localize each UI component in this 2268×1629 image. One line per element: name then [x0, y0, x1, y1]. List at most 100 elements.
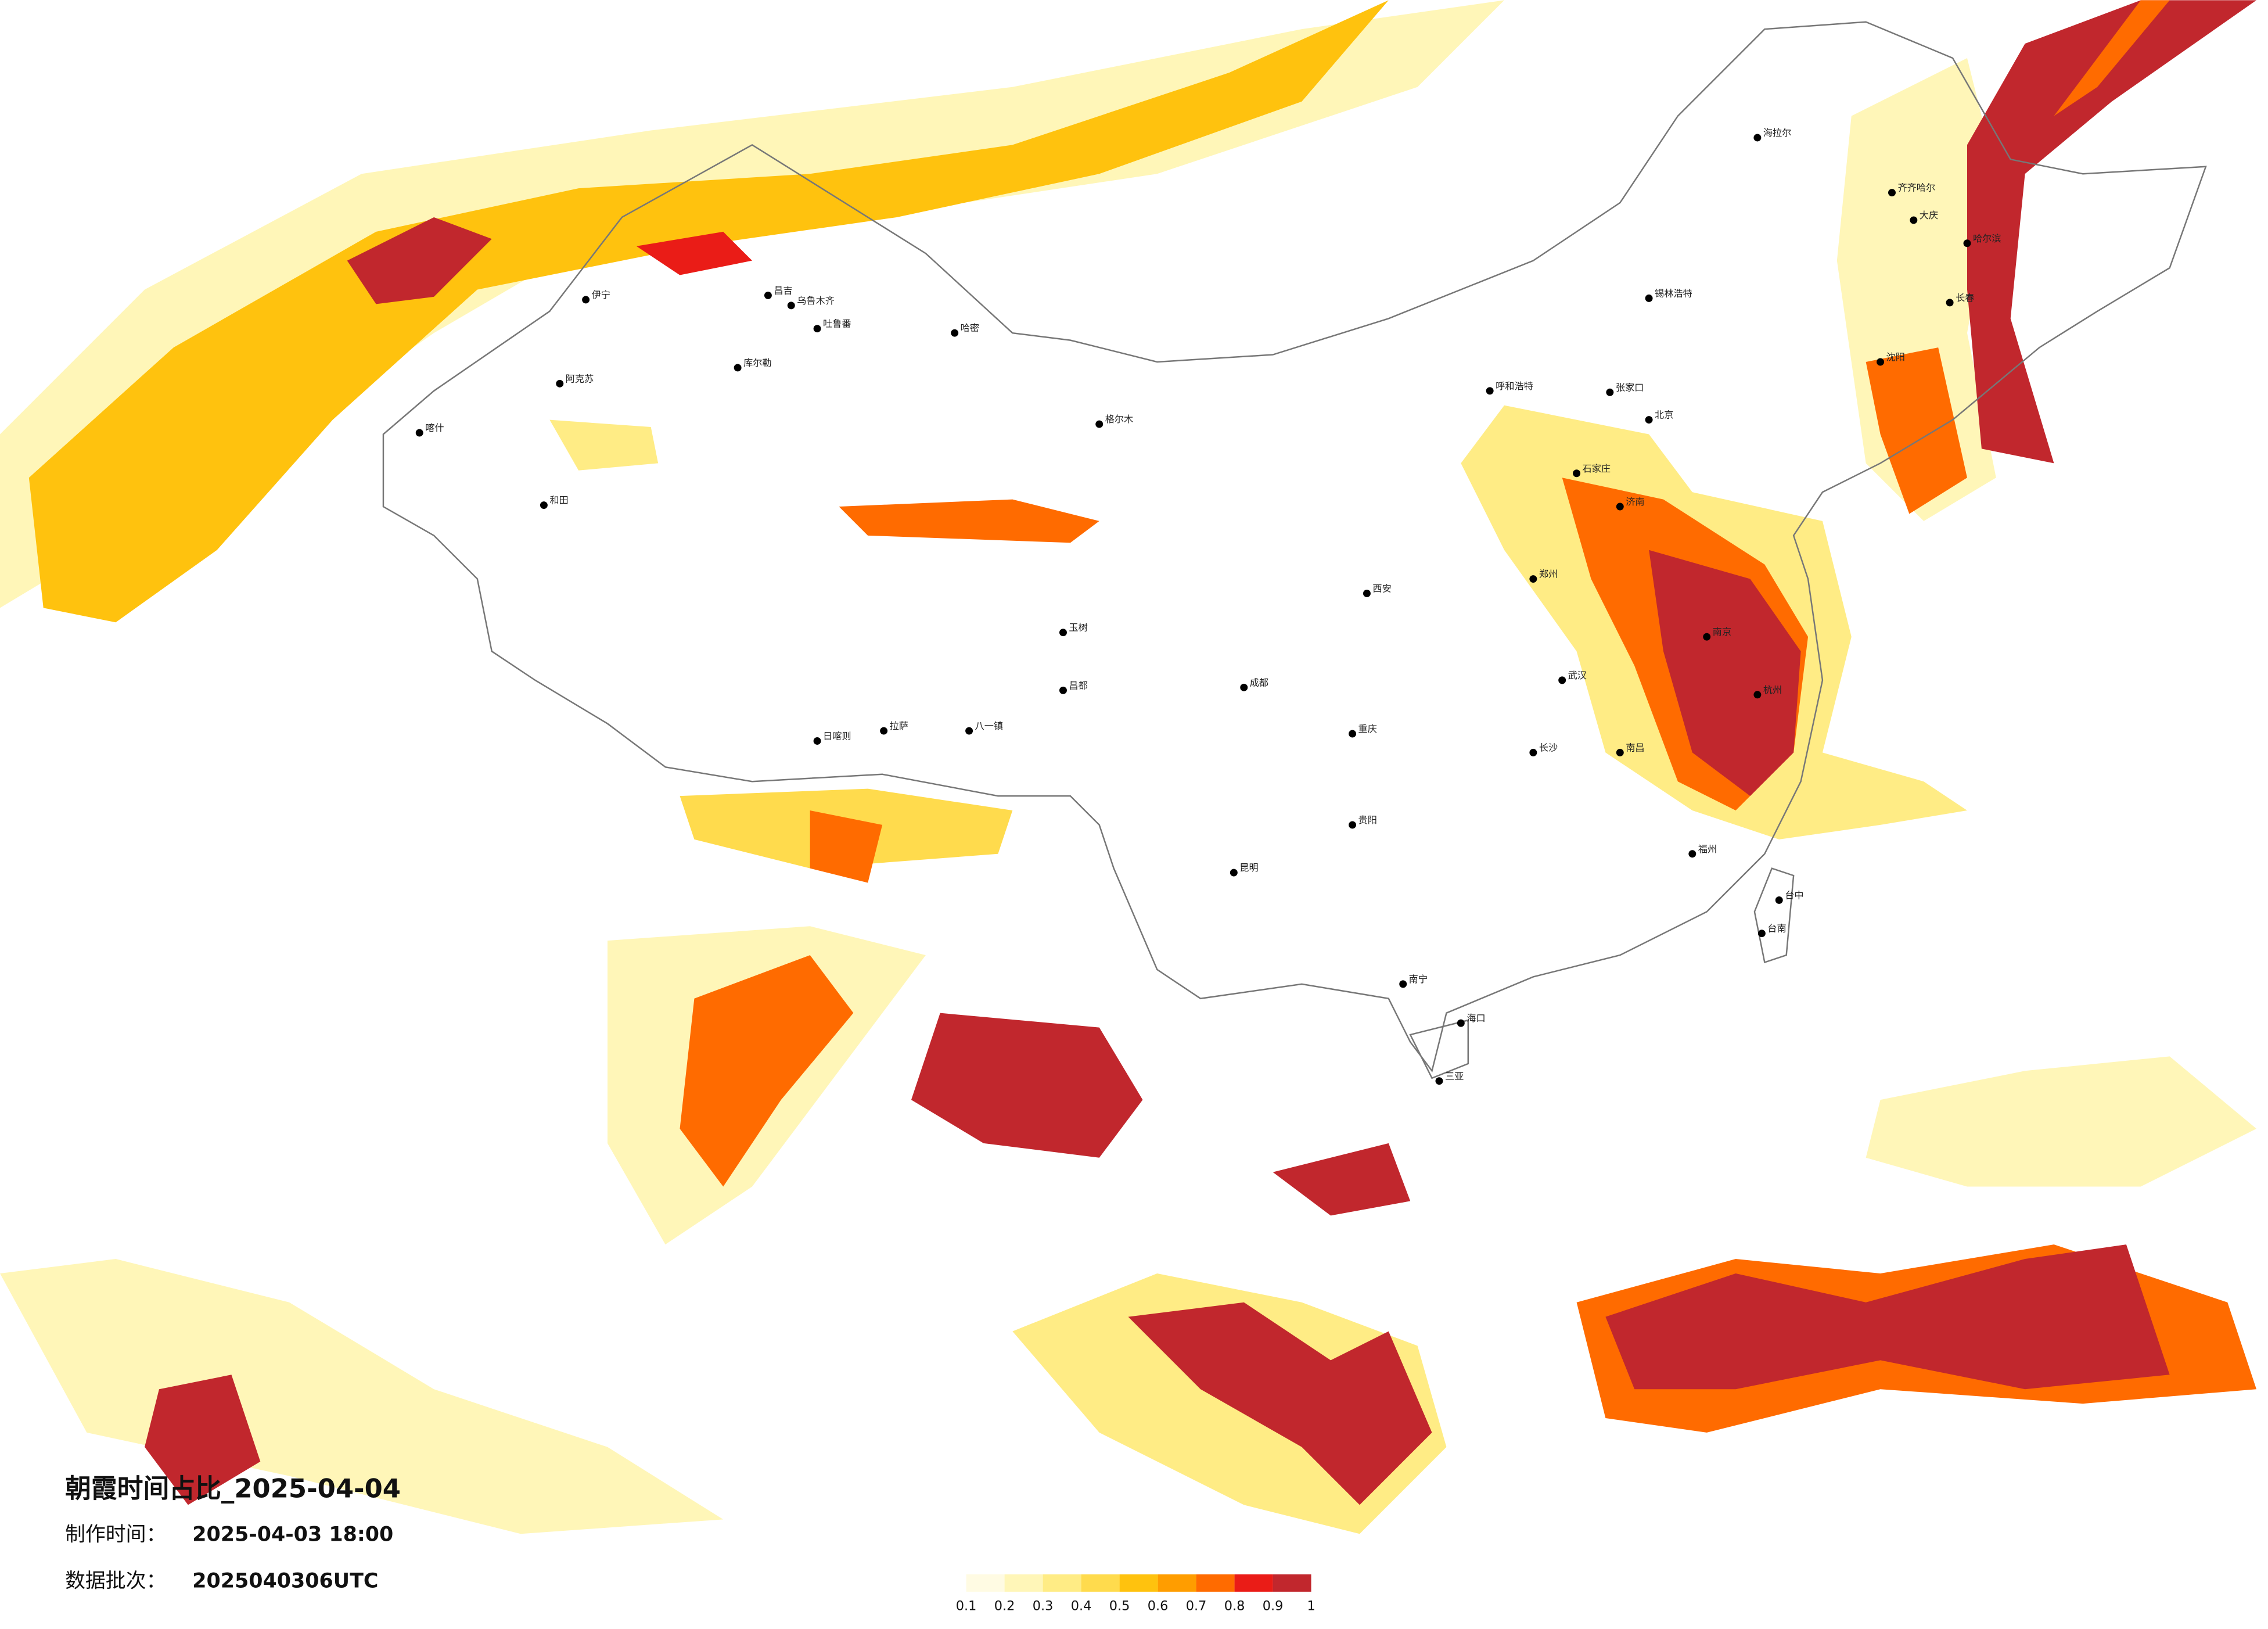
- colorbar-tick-label: 0.7: [1186, 1598, 1207, 1613]
- colorbar: 0.1 0.2 0.3 0.4 0.5 0.6 0.7 0.8 0.9 1: [956, 1574, 1315, 1613]
- city-label: 玉树: [1069, 622, 1087, 633]
- city-label: 武汉: [1568, 670, 1587, 681]
- city-dot: [1457, 1019, 1465, 1027]
- city-dot: [540, 501, 548, 509]
- heat-region: [1605, 1244, 2170, 1390]
- colorbar-tick-label: 0.4: [1071, 1598, 1092, 1613]
- city-label: 喀什: [425, 422, 444, 433]
- colorbar-swatch: [1004, 1574, 1043, 1592]
- colorbar-tick-label: 0.9: [1263, 1598, 1284, 1613]
- heat-layer: [0, 0, 2257, 1534]
- city-dot: [1230, 869, 1238, 877]
- city-label: 郑州: [1539, 569, 1558, 580]
- city-label: 三亚: [1445, 1071, 1464, 1082]
- heat-region: [28, 0, 1389, 623]
- made-value: 2025-04-03 18:00: [192, 1523, 393, 1547]
- city-label: 格尔木: [1105, 414, 1134, 425]
- heat-region: [810, 810, 883, 883]
- country-outline: [382, 21, 2207, 1073]
- city-label: 长春: [1956, 292, 1974, 303]
- city-dot: [1606, 388, 1614, 396]
- city-dot: [1888, 189, 1896, 197]
- heat-region: [1866, 347, 1967, 514]
- colorbar-tick-label: 0.2: [994, 1598, 1015, 1613]
- heat-region: [1128, 1302, 1432, 1505]
- heat-region: [145, 1375, 261, 1505]
- city-dot: [1703, 633, 1711, 641]
- city-label: 齐齐哈尔: [1897, 182, 1935, 193]
- city-label: 台南: [1767, 923, 1786, 934]
- city-dot: [1349, 821, 1357, 829]
- made-label: 制作时间：: [65, 1523, 166, 1547]
- colorbar-swatch: [1158, 1574, 1196, 1592]
- city-dot: [1486, 387, 1494, 395]
- colorbar-tick-label: 0.6: [1148, 1598, 1169, 1613]
- city-dot: [1240, 683, 1248, 691]
- city-dot: [764, 291, 772, 299]
- city-label: 大庆: [1920, 210, 1938, 221]
- city-dot: [1645, 294, 1653, 302]
- city-dot: [1775, 896, 1783, 904]
- city-dot: [1573, 469, 1581, 478]
- city-label: 石家庄: [1583, 463, 1611, 474]
- city-label: 昌都: [1069, 680, 1087, 691]
- city-label: 乌鲁木齐: [797, 295, 835, 306]
- city-dot: [415, 429, 423, 437]
- city-dot: [1645, 416, 1653, 424]
- city-label: 北京: [1655, 410, 1673, 421]
- city-label: 张家口: [1616, 382, 1644, 393]
- city-label: 南宁: [1409, 974, 1428, 985]
- heat-region: [636, 231, 753, 275]
- city-dot: [1753, 691, 1762, 699]
- city-dot: [813, 325, 821, 333]
- heat-region: [839, 499, 1099, 543]
- colorbar-swatch: [966, 1574, 1005, 1592]
- colorbar-tick-label: 0.1: [956, 1598, 977, 1613]
- city-label: 福州: [1698, 844, 1717, 855]
- city-dot: [1095, 420, 1104, 428]
- colorbar-swatch: [1196, 1574, 1235, 1592]
- taiwan-outline: [1753, 867, 1795, 964]
- city-label: 八一镇: [975, 720, 1004, 731]
- city-dot: [1946, 299, 1954, 307]
- city-dot: [1753, 134, 1762, 142]
- heat-region: [1649, 550, 1801, 796]
- heat-region: [911, 1013, 1143, 1158]
- city-label: 西安: [1372, 583, 1391, 594]
- city-label: 重庆: [1358, 723, 1377, 734]
- city-dot: [880, 727, 888, 735]
- city-dot: [813, 737, 821, 745]
- city-label: 昆明: [1239, 862, 1258, 873]
- city-label: 日喀则: [823, 731, 851, 742]
- batch-value: 2025040306UTC: [192, 1569, 378, 1592]
- hainan-outline: [1409, 1019, 1469, 1079]
- city-label: 沈阳: [1886, 351, 1905, 363]
- city-dot: [1529, 748, 1537, 756]
- city-dot: [965, 727, 973, 735]
- city-label: 成都: [1250, 677, 1268, 688]
- colorbar-swatch: [1234, 1574, 1273, 1592]
- city-label: 济南: [1626, 496, 1644, 507]
- city-dot: [582, 296, 590, 304]
- heat-region: [549, 419, 659, 471]
- heat-region: [1273, 1143, 1411, 1216]
- city-label: 哈尔滨: [1973, 233, 2001, 244]
- city-dot: [1616, 748, 1624, 756]
- heat-region: [0, 1259, 724, 1534]
- city-label: 长沙: [1539, 742, 1558, 753]
- city-dot: [1910, 216, 1918, 224]
- city-dot: [1435, 1077, 1443, 1085]
- city-label: 阿克苏: [566, 373, 594, 384]
- heat-region: [347, 217, 492, 304]
- city-label: 呼和浩特: [1496, 381, 1533, 392]
- city-dot: [1059, 629, 1067, 637]
- city-label: 和田: [549, 495, 568, 506]
- city-dot: [556, 379, 564, 387]
- city-label: 哈密: [961, 322, 979, 333]
- city-dot: [1757, 930, 1766, 938]
- city-label: 贵阳: [1358, 814, 1377, 826]
- city-dot: [1399, 980, 1407, 988]
- city-label: 吐鲁番: [823, 318, 851, 329]
- heat-region: [680, 955, 854, 1187]
